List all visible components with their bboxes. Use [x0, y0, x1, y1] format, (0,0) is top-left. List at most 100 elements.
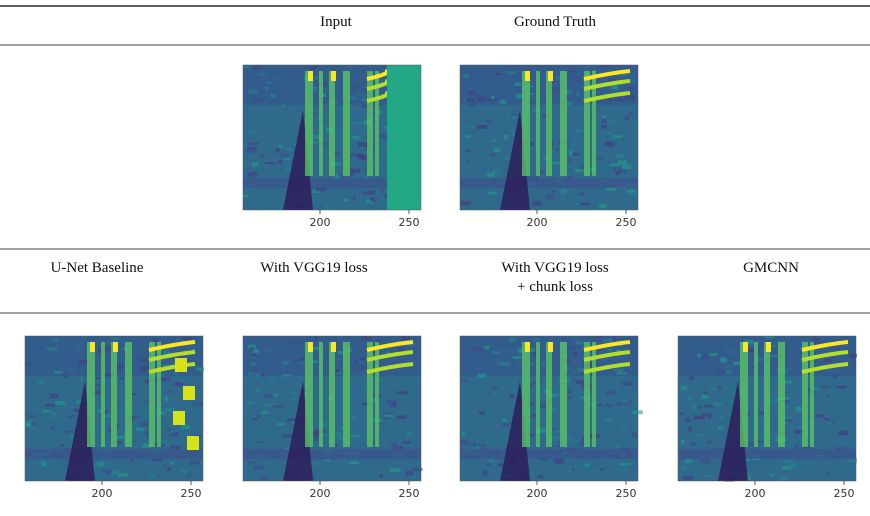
- spectrogram: 200 250: [677, 335, 858, 500]
- spectrogram-frame: [459, 64, 639, 211]
- spectrogram-noise: [277, 160, 283, 164]
- spectrogram-noise: [795, 444, 799, 450]
- spectrogram-noise: [614, 447, 623, 451]
- spectrogram-harmonic: [583, 91, 631, 103]
- spectrogram-noise: [628, 112, 634, 116]
- spectrogram-noise: [351, 85, 359, 90]
- spectrogram-noise: [49, 422, 59, 428]
- spectrogram-noise: [251, 418, 257, 421]
- spectrogram: 200 250: [24, 335, 205, 500]
- spectrogram-noise: [266, 81, 273, 84]
- spectrogram-noise: [244, 205, 250, 209]
- spectrogram-noise: [349, 166, 354, 172]
- spectrogram-noise: [247, 172, 256, 177]
- spectrogram-noise: [250, 363, 256, 366]
- spectrogram-noise: [359, 415, 366, 418]
- spectrogram-noise: [166, 428, 172, 431]
- spectrogram-stripe: [343, 342, 350, 447]
- spectrogram-noise: [139, 422, 149, 427]
- spectrogram-noise: [571, 468, 575, 472]
- spectrogram-noise: [538, 402, 548, 408]
- spectrogram-noise: [790, 458, 801, 462]
- spectrogram-noise: [511, 131, 518, 137]
- spectrogram-noise: [707, 413, 712, 419]
- spectrogram-noise: [578, 399, 585, 404]
- spectrogram-noise: [552, 161, 562, 165]
- masked-region: [387, 65, 421, 210]
- spectrogram-noise: [54, 370, 63, 374]
- spectrogram-noise: [531, 200, 542, 206]
- spectrogram-noise: [273, 405, 283, 408]
- spectrogram-noise: [144, 364, 154, 370]
- spectrogram-noise: [310, 433, 320, 437]
- spectrogram-noise: [780, 476, 787, 481]
- spectrogram-noise: [259, 401, 269, 405]
- spectrogram-noise: [379, 188, 384, 194]
- spectrogram-noise: [603, 119, 614, 123]
- spectrogram-noise: [111, 337, 121, 340]
- spectrogram-noise: [97, 408, 102, 413]
- spectrogram-noise: [574, 340, 584, 345]
- spectrogram-noise: [350, 171, 354, 177]
- spectrogram-noise: [761, 474, 771, 480]
- spectrogram-noise: [621, 425, 627, 428]
- spectrogram-stripe: [536, 342, 540, 447]
- tick-label: 200: [527, 487, 548, 500]
- spectrogram-noise: [196, 367, 205, 372]
- spectrogram-noise: [568, 469, 573, 473]
- spectrogram-noise: [495, 72, 502, 76]
- spectrogram-band: [460, 449, 638, 459]
- spectrogram-noise: [783, 419, 794, 422]
- spectrogram-noise: [350, 416, 358, 420]
- spectrogram-noise: [294, 125, 300, 131]
- spectrogram-noise: [491, 386, 499, 390]
- spectrogram-noise: [460, 440, 469, 446]
- spectrogram-noise: [44, 368, 51, 372]
- spectrogram-noise: [249, 346, 255, 350]
- spectrogram-noise: [93, 431, 99, 436]
- spectrogram-harmonic: [801, 350, 849, 362]
- spectrogram-noise: [612, 337, 616, 343]
- spectrogram-noise: [602, 131, 612, 135]
- spectrogram-noise: [369, 112, 379, 116]
- spectrogram-noise: [366, 190, 376, 195]
- spectrogram-noise: [258, 73, 266, 76]
- spectrogram-noise: [379, 474, 384, 478]
- spectrogram-noise: [701, 394, 708, 399]
- spectrogram-noise: [254, 373, 261, 377]
- spectrogram-noise: [254, 167, 263, 171]
- spectrogram-noise: [350, 435, 360, 438]
- spectrogram-noise: [364, 203, 375, 208]
- spectrogram-noise: [247, 356, 257, 359]
- spectrogram-noise: [769, 400, 774, 404]
- spectrogram-noise: [509, 337, 517, 342]
- spectrogram-noise: [479, 125, 484, 128]
- spectrogram-noise: [510, 113, 519, 117]
- spectrogram-noise: [316, 187, 326, 192]
- spectrogram-noise: [334, 111, 344, 116]
- spectrogram-noise: [613, 96, 624, 101]
- spectrogram-noise: [580, 164, 584, 170]
- spectrogram-peak: [90, 342, 95, 352]
- spectrogram-noise: [370, 431, 378, 434]
- spectrogram-noise: [289, 392, 299, 395]
- spectrogram-noise: [551, 445, 562, 448]
- spectrogram-noise: [243, 376, 250, 380]
- column-header: U-Net Baseline: [51, 260, 144, 276]
- spectrogram-noise: [37, 380, 44, 384]
- spectrogram-noise: [282, 360, 289, 365]
- spectrogram-noise: [600, 459, 611, 463]
- spectrogram-noise: [717, 342, 723, 348]
- spectrogram-noise: [265, 161, 276, 165]
- spectrogram-noise: [352, 136, 360, 140]
- spectrogram-noise: [30, 422, 36, 427]
- spectrogram-noise: [517, 348, 526, 353]
- spectrogram-noise: [322, 434, 330, 437]
- spectrogram-noise: [514, 82, 522, 87]
- spectrogram-noise: [247, 344, 256, 349]
- spectrogram-noise: [608, 95, 613, 101]
- spectrogram-noise: [717, 426, 724, 430]
- spectrogram-noise: [119, 376, 125, 380]
- spectrogram-noise: [490, 153, 497, 156]
- spectrogram-frame: [24, 335, 204, 482]
